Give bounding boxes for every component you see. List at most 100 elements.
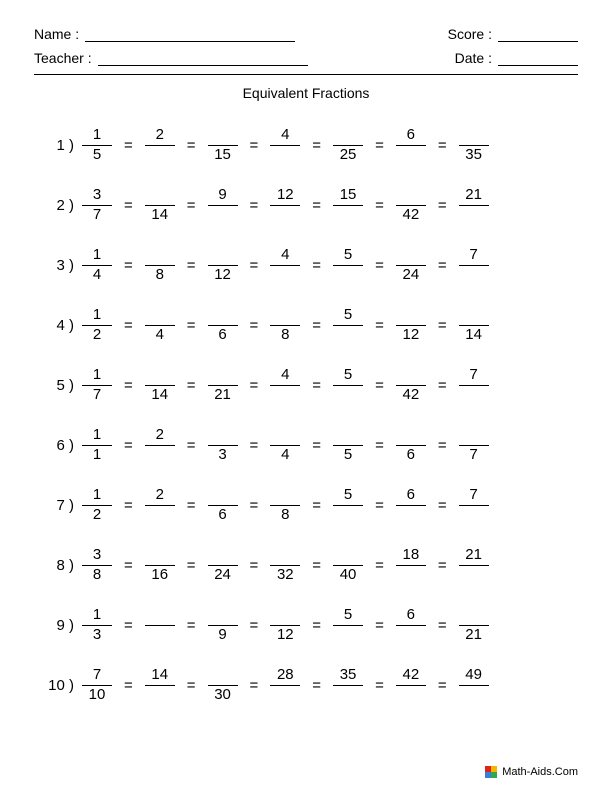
fraction-chain: 38=16=24=32=40=18=21 xyxy=(80,547,491,584)
numerator[interactable] xyxy=(211,487,235,504)
denominator[interactable] xyxy=(148,447,172,464)
denominator[interactable] xyxy=(336,267,360,284)
denominator[interactable] xyxy=(336,627,360,644)
numerator[interactable] xyxy=(273,487,297,504)
denominator[interactable] xyxy=(399,687,423,704)
denominator[interactable] xyxy=(462,207,486,224)
numerator[interactable] xyxy=(211,367,235,384)
numerator: 2 xyxy=(148,427,172,444)
denominator[interactable] xyxy=(273,687,297,704)
fraction: 5 xyxy=(331,487,365,524)
numerator[interactable] xyxy=(148,187,172,204)
denominator[interactable] xyxy=(399,627,423,644)
numerator[interactable] xyxy=(336,427,360,444)
numerator[interactable] xyxy=(211,547,235,564)
equals-sign: = xyxy=(114,437,143,454)
fraction: 5 xyxy=(331,607,365,644)
numerator[interactable] xyxy=(148,247,172,264)
denominator[interactable] xyxy=(336,387,360,404)
numerator[interactable] xyxy=(462,427,486,444)
denominator[interactable] xyxy=(273,147,297,164)
numerator[interactable] xyxy=(148,547,172,564)
denominator[interactable] xyxy=(336,327,360,344)
numerator[interactable] xyxy=(211,307,235,324)
equals-sign: = xyxy=(177,137,206,154)
fraction: 15 xyxy=(331,187,365,224)
denominator[interactable] xyxy=(399,147,423,164)
fraction: 7 xyxy=(457,487,491,524)
name-blank[interactable] xyxy=(85,28,295,42)
numerator[interactable] xyxy=(211,247,235,264)
equals-sign: = xyxy=(240,677,269,694)
numerator: 5 xyxy=(336,607,360,624)
fraction: 25 xyxy=(331,127,365,164)
denominator[interactable] xyxy=(273,267,297,284)
score-blank[interactable] xyxy=(498,28,578,42)
numerator[interactable] xyxy=(211,667,235,684)
fraction: 2 xyxy=(143,487,177,524)
numerator[interactable] xyxy=(399,367,423,384)
fraction: 21 xyxy=(457,187,491,224)
denominator[interactable] xyxy=(462,567,486,584)
numerator[interactable] xyxy=(273,547,297,564)
date-blank[interactable] xyxy=(498,52,578,66)
fraction: 12 xyxy=(80,307,114,344)
numerator[interactable] xyxy=(462,127,486,144)
denominator[interactable] xyxy=(148,147,172,164)
equals-sign: = xyxy=(240,617,269,634)
fraction: 8 xyxy=(143,247,177,284)
denominator[interactable] xyxy=(399,507,423,524)
denominator[interactable] xyxy=(336,207,360,224)
denominator: 15 xyxy=(211,147,235,164)
numerator[interactable] xyxy=(399,307,423,324)
denominator[interactable] xyxy=(462,507,486,524)
fraction-bar xyxy=(459,565,489,566)
equals-sign: = xyxy=(302,197,331,214)
fraction-chain: 17=14=21=4=5=42=7 xyxy=(80,367,491,404)
fraction: 14 xyxy=(457,307,491,344)
denominator[interactable] xyxy=(336,687,360,704)
denominator[interactable] xyxy=(462,687,486,704)
numerator[interactable] xyxy=(148,607,172,624)
numerator[interactable] xyxy=(273,427,297,444)
equals-sign: = xyxy=(428,257,457,274)
numerator: 49 xyxy=(462,667,486,684)
denominator[interactable] xyxy=(462,387,486,404)
numerator[interactable] xyxy=(211,607,235,624)
numerator[interactable] xyxy=(399,247,423,264)
numerator[interactable] xyxy=(148,367,172,384)
fraction: 12 xyxy=(268,187,302,224)
equals-sign: = xyxy=(177,677,206,694)
numerator[interactable] xyxy=(211,427,235,444)
denominator[interactable] xyxy=(336,507,360,524)
numerator[interactable] xyxy=(399,427,423,444)
denominator[interactable] xyxy=(148,627,172,644)
equals-sign: = xyxy=(302,497,331,514)
teacher-blank[interactable] xyxy=(98,52,308,66)
numerator[interactable] xyxy=(336,127,360,144)
numerator: 1 xyxy=(85,487,109,504)
numerator[interactable] xyxy=(336,547,360,564)
numerator[interactable] xyxy=(462,307,486,324)
denominator[interactable] xyxy=(273,207,297,224)
fraction: 4 xyxy=(268,247,302,284)
denominator[interactable] xyxy=(148,507,172,524)
denominator[interactable] xyxy=(462,267,486,284)
denominator: 42 xyxy=(399,207,423,224)
denominator: 35 xyxy=(462,147,486,164)
numerator[interactable] xyxy=(462,607,486,624)
numerator[interactable] xyxy=(211,127,235,144)
problem-number: 9 ) xyxy=(36,617,80,634)
denominator[interactable] xyxy=(211,207,235,224)
denominator[interactable] xyxy=(399,567,423,584)
fraction: 30 xyxy=(206,667,240,704)
numerator[interactable] xyxy=(273,607,297,624)
denominator[interactable] xyxy=(148,687,172,704)
fraction-chain: 710=14=30=28=35=42=49 xyxy=(80,667,491,704)
numerator[interactable] xyxy=(273,307,297,324)
numerator: 7 xyxy=(462,487,486,504)
numerator[interactable] xyxy=(148,307,172,324)
denominator: 5 xyxy=(336,447,360,464)
denominator[interactable] xyxy=(273,387,297,404)
numerator[interactable] xyxy=(399,187,423,204)
